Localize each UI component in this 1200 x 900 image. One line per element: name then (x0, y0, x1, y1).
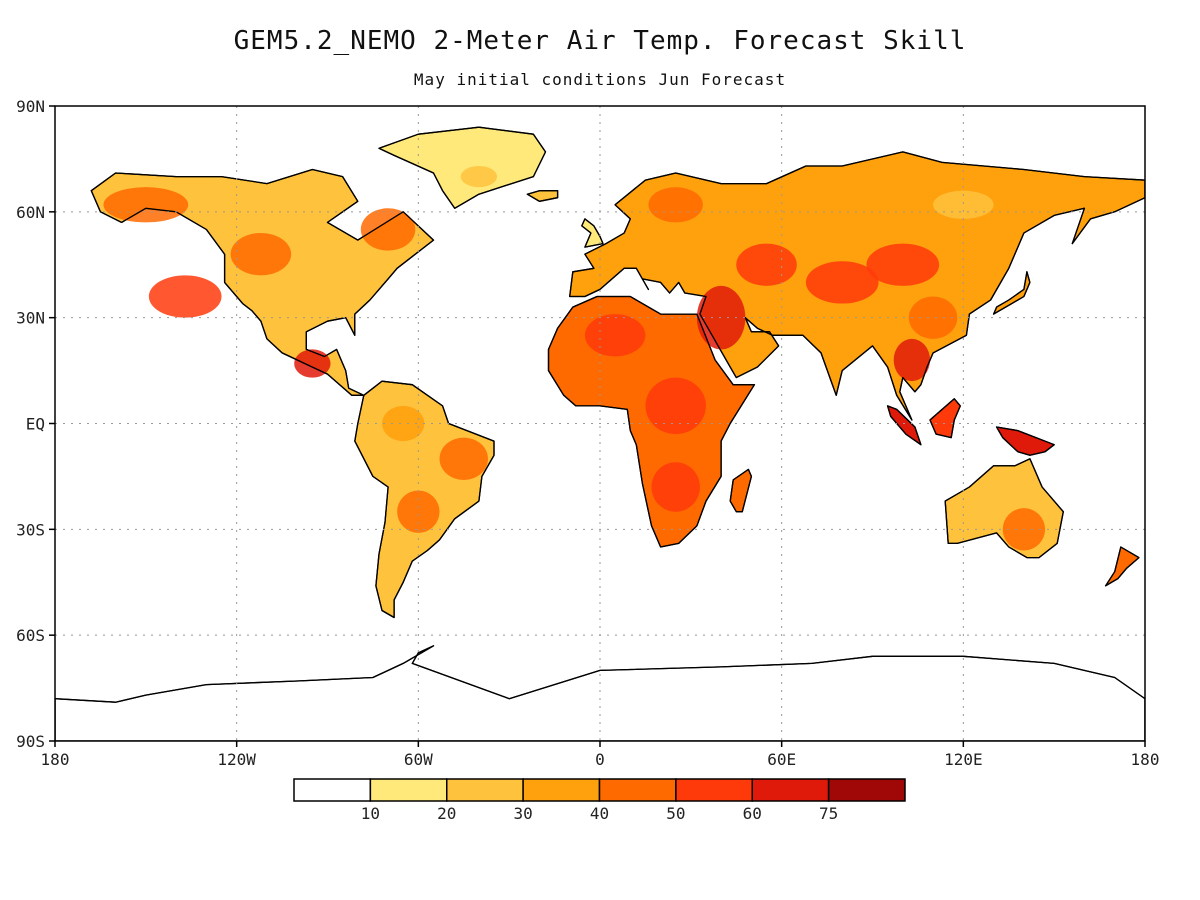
colorbar-bin (598, 778, 677, 802)
colorbar-label: 20 (437, 804, 456, 823)
skill-cell-6 (397, 490, 440, 533)
skill-cell-10 (651, 462, 700, 512)
colorbar-bin (446, 778, 524, 802)
skill-cell-15 (866, 243, 940, 286)
y-tick-label: 30N (16, 309, 45, 328)
y-tick-label: EQ (26, 415, 45, 434)
colorbar-bin (675, 778, 753, 802)
y-tick-label: 90S (16, 732, 45, 751)
coastline-north-america (90, 168, 435, 396)
x-tick-label: 180 (1131, 750, 1160, 769)
coastline-new-zealand (1104, 546, 1140, 587)
x-tick-label: 60W (404, 750, 433, 769)
coastline-greenland (378, 126, 547, 209)
colorbar-label: 30 (513, 804, 532, 823)
skill-cell-17 (908, 296, 958, 339)
x-tick-label: 0 (595, 750, 605, 769)
y-tick-label: 90N (16, 97, 45, 116)
skill-cell-13 (648, 187, 703, 223)
region-antarctica (55, 645, 1145, 741)
x-tick-label: 120W (217, 750, 256, 769)
colorbar: 10 20 30 40 50 60 75 (293, 778, 906, 823)
colorbar-label: 75 (819, 804, 838, 823)
coastline-antarctica (55, 645, 1145, 741)
skill-cell-11 (696, 285, 746, 350)
skill-cell-12 (736, 243, 797, 286)
x-tick-label: 180 (41, 750, 70, 769)
region-sumatra (886, 405, 922, 446)
land-layer (55, 126, 1145, 741)
colorbar-label: 40 (590, 804, 609, 823)
coastline-great-britain (581, 218, 604, 248)
skill-cell-1 (103, 187, 189, 223)
coastline-madagascar (729, 468, 753, 513)
region-new-zealand (1104, 546, 1140, 587)
coastline-iceland (526, 190, 559, 202)
x-axis: 180 120W 60W 0 60E 120E 180 (41, 741, 1160, 769)
map-subtitle: May initial conditions Jun Forecast (413, 70, 787, 89)
grid-lines (55, 106, 1145, 741)
coastline-japan (992, 271, 1031, 315)
colorbar-bin (522, 778, 601, 802)
coastline-sumatra (886, 405, 922, 446)
coastline-eurasia (569, 151, 1145, 421)
y-tick-label: 60N (16, 203, 45, 222)
skill-cell-0 (148, 275, 222, 318)
x-tick-label: 60E (767, 750, 796, 769)
map-title: GEM5.2_NEMO 2-Meter Air Temp. Forecast S… (233, 26, 967, 56)
colorbar-bin (293, 778, 372, 802)
colorbar-label: 60 (743, 804, 762, 823)
coastline-borneo (929, 398, 961, 439)
coastline-new-guinea (995, 426, 1055, 456)
skill-cell-2 (230, 233, 292, 276)
coastline-australia (944, 458, 1064, 559)
skill-cell-3 (360, 208, 416, 251)
y-axis: 90N 60N 30N EQ 30S 60S 90S (16, 97, 55, 751)
y-tick-label: 60S (16, 626, 45, 645)
colorbar-bin (369, 778, 448, 802)
colorbar-bin (827, 778, 906, 802)
skill-cell-20 (460, 165, 498, 188)
colorbar-label: 10 (361, 804, 380, 823)
skill-cell-5 (439, 437, 488, 480)
skill-cell-14 (805, 261, 879, 304)
region-australia (944, 458, 1064, 559)
skill-cell-8 (584, 314, 646, 357)
skill-cell-9 (645, 377, 706, 435)
y-tick-label: 30S (16, 520, 45, 539)
coastline-africa (547, 295, 756, 548)
skill-cell-16 (893, 338, 931, 382)
colorbar-bin (751, 778, 830, 802)
colorbar-label: 50 (666, 804, 685, 823)
skill-cell-7 (382, 405, 425, 442)
x-tick-label: 120E (944, 750, 983, 769)
skill-cell-19 (933, 190, 994, 219)
